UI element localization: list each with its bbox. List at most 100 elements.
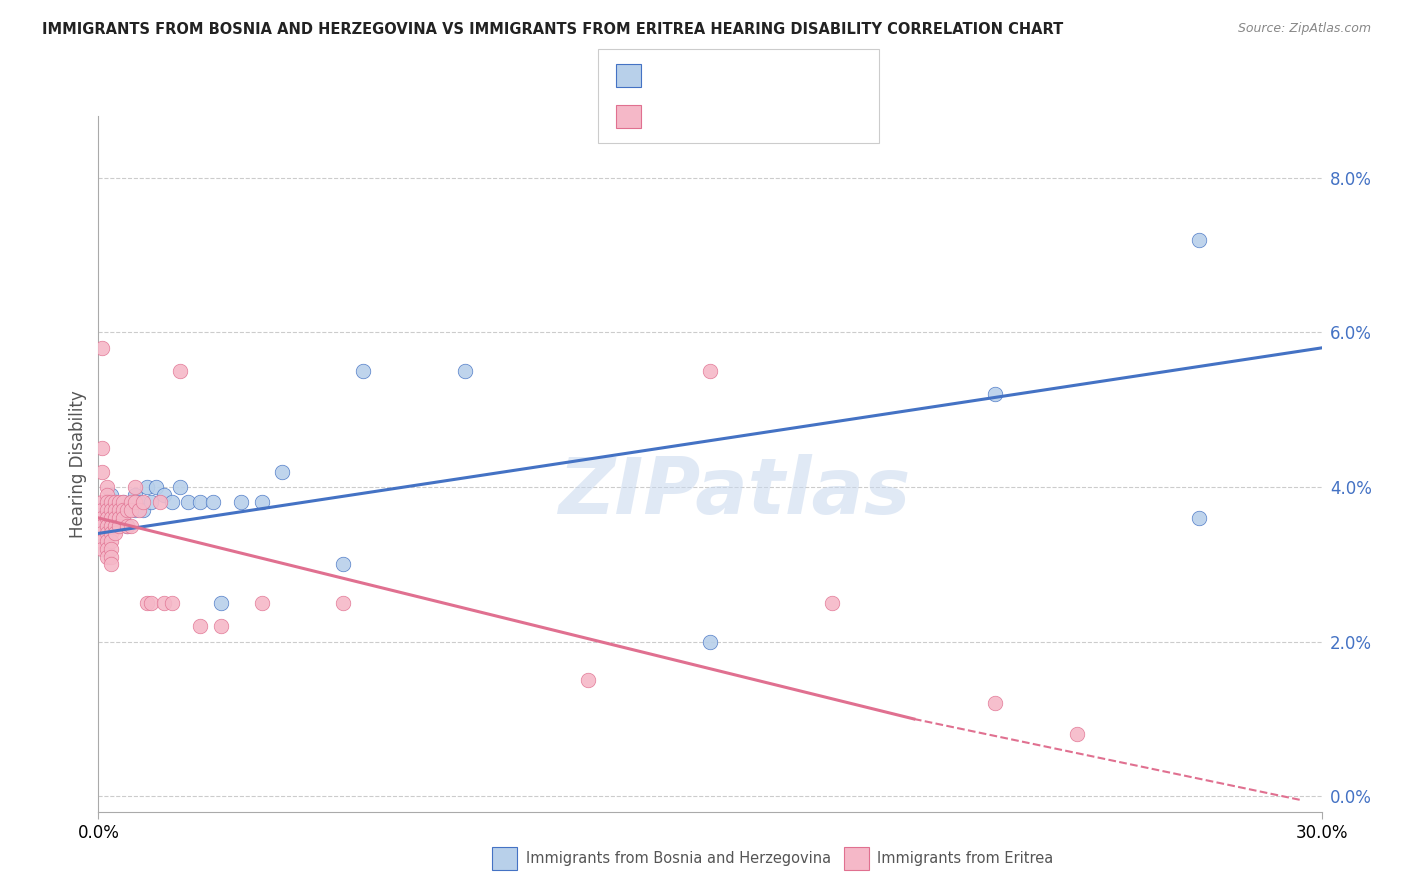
Point xyxy=(128,495,150,509)
Point xyxy=(984,697,1007,711)
Point xyxy=(100,518,122,533)
Point xyxy=(100,488,122,502)
Point xyxy=(124,495,146,509)
Point xyxy=(96,541,118,556)
Point xyxy=(100,495,122,509)
Text: Source: ZipAtlas.com: Source: ZipAtlas.com xyxy=(1237,22,1371,36)
Text: Immigrants from Eritrea: Immigrants from Eritrea xyxy=(877,851,1053,866)
Point xyxy=(100,549,122,564)
Point xyxy=(132,503,155,517)
Point xyxy=(111,511,134,525)
Point xyxy=(108,518,131,533)
Point xyxy=(576,673,599,688)
Point xyxy=(699,634,721,648)
Point xyxy=(91,465,114,479)
Point xyxy=(250,495,273,509)
Point xyxy=(96,495,118,509)
Point xyxy=(91,526,114,541)
Point xyxy=(96,495,118,509)
Point xyxy=(1066,727,1088,741)
Point xyxy=(96,526,118,541)
Point xyxy=(100,503,122,517)
Point xyxy=(231,495,253,509)
Point xyxy=(91,442,114,456)
Text: N = 39: N = 39 xyxy=(740,66,808,85)
Text: -0.345: -0.345 xyxy=(686,107,745,126)
Point xyxy=(160,495,183,509)
Point xyxy=(91,534,114,549)
Point xyxy=(169,364,191,378)
Point xyxy=(100,511,122,525)
Point xyxy=(100,526,122,541)
Point xyxy=(115,518,138,533)
Point xyxy=(169,480,191,494)
Point xyxy=(91,341,114,355)
Point xyxy=(160,596,183,610)
Text: ZIPatlas: ZIPatlas xyxy=(558,454,911,530)
Point xyxy=(91,495,114,509)
Point xyxy=(96,511,118,525)
Point xyxy=(91,518,114,533)
Point xyxy=(100,541,122,556)
Point xyxy=(124,503,146,517)
Point xyxy=(100,534,122,549)
Point xyxy=(821,596,844,610)
Point xyxy=(201,495,224,509)
Point xyxy=(91,511,114,525)
Point xyxy=(96,549,118,564)
Text: 0.467: 0.467 xyxy=(686,66,745,85)
Point xyxy=(141,495,163,509)
Point xyxy=(209,596,232,610)
Point xyxy=(984,387,1007,401)
Point xyxy=(108,511,131,525)
Text: R =: R = xyxy=(652,66,689,85)
Point xyxy=(136,596,159,610)
Point xyxy=(91,503,114,517)
Text: IMMIGRANTS FROM BOSNIA AND HERZEGOVINA VS IMMIGRANTS FROM ERITREA HEARING DISABI: IMMIGRANTS FROM BOSNIA AND HERZEGOVINA V… xyxy=(42,22,1063,37)
Point xyxy=(104,503,127,517)
Point xyxy=(124,480,146,494)
Point xyxy=(104,495,127,509)
Point xyxy=(699,364,721,378)
Point xyxy=(91,518,114,533)
Point xyxy=(188,495,212,509)
Point xyxy=(120,495,142,509)
Point xyxy=(454,364,477,378)
Text: R =: R = xyxy=(652,107,689,126)
Point xyxy=(177,495,200,509)
Point xyxy=(104,518,127,533)
Point xyxy=(352,364,374,378)
Point xyxy=(111,503,134,517)
Point xyxy=(120,503,142,517)
Point xyxy=(152,488,174,502)
Point xyxy=(115,518,138,533)
Point xyxy=(96,534,118,549)
Point xyxy=(100,511,122,525)
Point xyxy=(104,526,127,541)
Point xyxy=(120,495,142,509)
Point xyxy=(145,480,167,494)
Point xyxy=(91,503,114,517)
Point xyxy=(111,495,134,509)
Point xyxy=(96,503,118,517)
Point xyxy=(108,503,131,517)
Point xyxy=(96,480,118,494)
Point xyxy=(108,495,131,509)
Point xyxy=(152,596,174,610)
Point xyxy=(332,558,354,572)
Point xyxy=(91,541,114,556)
Point xyxy=(111,511,134,525)
Point xyxy=(108,503,131,517)
Point xyxy=(96,488,118,502)
Point xyxy=(96,518,118,533)
Point xyxy=(124,488,146,502)
Text: N = 65: N = 65 xyxy=(740,107,808,126)
Y-axis label: Hearing Disability: Hearing Disability xyxy=(69,390,87,538)
Point xyxy=(115,503,138,517)
Point xyxy=(188,619,212,633)
Point xyxy=(270,465,294,479)
Point xyxy=(120,518,142,533)
Text: Immigrants from Bosnia and Herzegovina: Immigrants from Bosnia and Herzegovina xyxy=(526,851,831,866)
Point xyxy=(132,495,155,509)
Point xyxy=(141,596,163,610)
